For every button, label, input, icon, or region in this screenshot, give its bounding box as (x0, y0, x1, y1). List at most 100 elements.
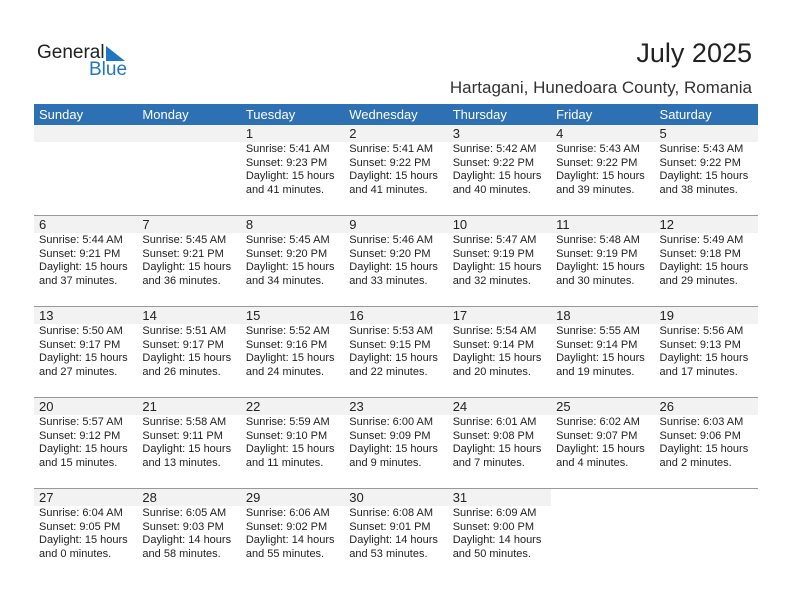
day-cell (34, 125, 138, 216)
day-number: 1 (240, 125, 345, 142)
sunrise: Sunrise: 5:48 AM (556, 234, 640, 246)
day-number: 24 (447, 398, 552, 415)
daylight-minutes: and 34 minutes. (245, 274, 325, 287)
sunrise: Sunrise: 6:06 AM (245, 507, 330, 519)
daylight-minutes: and 15 minutes. (39, 456, 118, 469)
daylight: Daylight: 15 hours (349, 261, 438, 273)
day-cell: 20 Sunrise: 5:57 AM Sunset: 9:12 PM Dayl… (34, 397, 138, 489)
day-number: 31 (447, 489, 552, 506)
day-cell: 26 Sunrise: 6:03 AM Sunset: 9:06 PM Dayl… (654, 397, 758, 489)
daylight: Daylight: 15 hours (659, 261, 749, 273)
day-cell: 21 Sunrise: 5:58 AM Sunset: 9:11 PM Dayl… (137, 397, 241, 489)
daylight: Daylight: 15 hours (245, 261, 335, 273)
day-number: 20 (34, 398, 138, 415)
day-number: 18 (551, 307, 655, 324)
daylight-minutes: and 0 minutes. (39, 547, 112, 560)
sunrise: Sunrise: 6:01 AM (452, 416, 537, 428)
sunset: Sunset: 9:09 PM (349, 429, 431, 442)
sunrise: Sunrise: 5:45 AM (142, 234, 227, 246)
daylight: Daylight: 15 hours (452, 170, 542, 182)
daylight-minutes: and 50 minutes. (452, 547, 531, 560)
day-number: 10 (447, 216, 552, 233)
sunset: Sunset: 9:23 PM (245, 156, 328, 169)
day-cell: 3 Sunrise: 5:42 AM Sunset: 9:22 PM Dayli… (447, 125, 552, 216)
day-cell: 24 Sunrise: 6:01 AM Sunset: 9:08 PM Dayl… (447, 397, 552, 489)
day-cell: 31 Sunrise: 6:09 AM Sunset: 9:00 PM Dayl… (447, 488, 552, 579)
sunset: Sunset: 9:22 PM (349, 156, 431, 169)
sunset: Sunset: 9:17 PM (39, 338, 121, 351)
logo-blue: Blue (89, 59, 128, 80)
daylight: Daylight: 15 hours (39, 534, 128, 546)
day-cell: 13 Sunrise: 5:50 AM Sunset: 9:17 PM Dayl… (34, 306, 138, 398)
day-number: 25 (551, 398, 655, 415)
day-number: 28 (137, 489, 241, 506)
weekday-header: Friday (551, 104, 655, 125)
sunset: Sunset: 9:11 PM (142, 429, 223, 442)
day-number: 11 (551, 216, 655, 233)
daylight: Daylight: 15 hours (452, 261, 542, 273)
day-number: 2 (344, 125, 448, 142)
logo-general: General (37, 42, 105, 63)
day-cell: 19 Sunrise: 5:56 AM Sunset: 9:13 PM Dayl… (654, 306, 758, 398)
day-cell: 8 Sunrise: 5:45 AM Sunset: 9:20 PM Dayli… (240, 215, 345, 307)
daylight: Daylight: 15 hours (39, 443, 128, 455)
empty-day (34, 125, 138, 142)
daylight-minutes: and 22 minutes. (349, 365, 428, 378)
sunset: Sunset: 9:02 PM (245, 520, 328, 533)
daylight: Daylight: 15 hours (245, 170, 335, 182)
day-cell: 23 Sunrise: 6:00 AM Sunset: 9:09 PM Dayl… (344, 397, 448, 489)
sunrise: Sunrise: 5:59 AM (245, 416, 330, 428)
daylight-minutes: and 33 minutes. (349, 274, 428, 287)
daylight-minutes: and 39 minutes. (556, 183, 635, 196)
weekday-header: Wednesday (344, 104, 448, 125)
logo-triangle-icon (106, 46, 125, 61)
sunrise: Sunrise: 6:02 AM (556, 416, 640, 428)
sunrise: Sunrise: 5:46 AM (349, 234, 434, 246)
daylight-minutes: and 9 minutes. (349, 456, 422, 469)
sunset: Sunset: 9:20 PM (245, 247, 328, 260)
sunrise: Sunrise: 5:53 AM (349, 325, 434, 337)
daylight-minutes: and 13 minutes. (142, 456, 221, 469)
daylight: Daylight: 15 hours (142, 352, 232, 364)
weekday-header: Thursday (447, 104, 552, 125)
daylight-minutes: and 29 minutes. (659, 274, 738, 287)
day-cell: 27 Sunrise: 6:04 AM Sunset: 9:05 PM Dayl… (34, 488, 138, 579)
day-number: 4 (551, 125, 655, 142)
daylight: Daylight: 14 hours (452, 534, 542, 546)
daylight: Daylight: 15 hours (349, 352, 438, 364)
sunrise: Sunrise: 6:00 AM (349, 416, 434, 428)
day-cell (137, 125, 241, 216)
location: Hartagani, Hunedoara County, Romania (449, 78, 752, 97)
week-row: 20 Sunrise: 5:57 AM Sunset: 9:12 PM Dayl… (34, 397, 758, 489)
sunset: Sunset: 9:21 PM (142, 247, 224, 260)
day-number: 14 (137, 307, 241, 324)
sunset: Sunset: 9:03 PM (142, 520, 224, 533)
day-cell: 30 Sunrise: 6:08 AM Sunset: 9:01 PM Dayl… (344, 488, 448, 579)
day-number: 23 (344, 398, 448, 415)
daylight-minutes: and 24 minutes. (245, 365, 325, 378)
daylight: Daylight: 15 hours (659, 443, 749, 455)
daylight-minutes: and 17 minutes. (659, 365, 738, 378)
daylight: Daylight: 15 hours (349, 170, 438, 182)
daylight: Daylight: 14 hours (349, 534, 438, 546)
sunset: Sunset: 9:22 PM (556, 156, 638, 169)
daylight-minutes: and 38 minutes. (659, 183, 738, 196)
weekday-header: Tuesday (240, 104, 345, 125)
day-cell: 9 Sunrise: 5:46 AM Sunset: 9:20 PM Dayli… (344, 215, 448, 307)
page-title: July 2025 (636, 38, 752, 68)
sunrise: Sunrise: 6:05 AM (142, 507, 227, 519)
day-number: 16 (344, 307, 448, 324)
day-number: 9 (344, 216, 448, 233)
day-number: 5 (654, 125, 758, 142)
sunrise: Sunrise: 5:55 AM (556, 325, 640, 337)
sunrise: Sunrise: 5:51 AM (142, 325, 227, 337)
daylight-minutes: and 19 minutes. (556, 365, 635, 378)
sunset: Sunset: 9:07 PM (556, 429, 638, 442)
sunset: Sunset: 9:14 PM (452, 338, 535, 351)
sunset: Sunset: 9:18 PM (659, 247, 741, 260)
daylight: Daylight: 15 hours (245, 443, 335, 455)
week-row: 1 Sunrise: 5:41 AM Sunset: 9:23 PM Dayli… (34, 125, 758, 216)
daylight: Daylight: 15 hours (349, 443, 438, 455)
sunrise: Sunrise: 6:09 AM (452, 507, 537, 519)
